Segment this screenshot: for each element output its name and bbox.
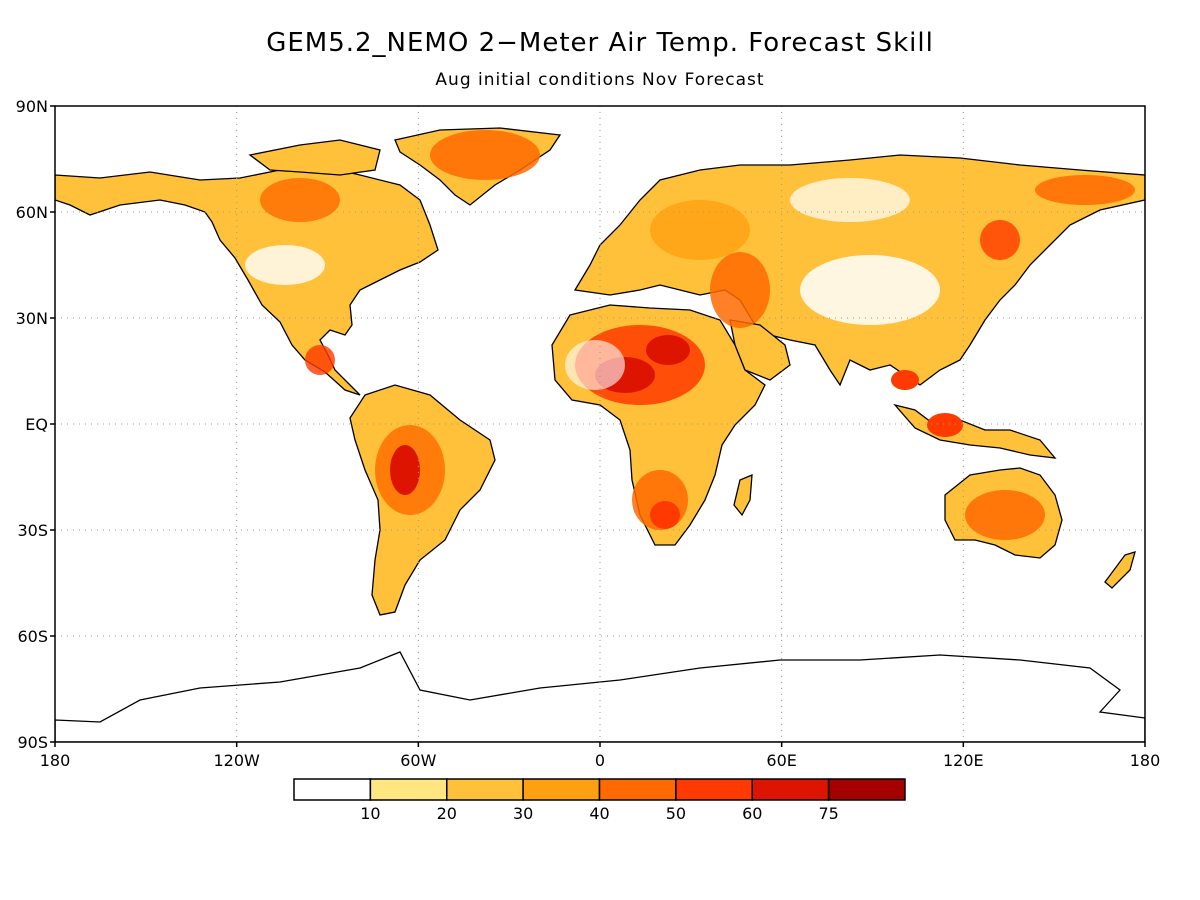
colorbar-swatch — [446, 778, 524, 801]
longitude-axis: 180 120W 60W 0 60E 120E 180 — [40, 742, 1161, 770]
colorbar-swatch — [369, 778, 448, 801]
lat-tick-label: EQ — [25, 415, 48, 434]
lat-tick-label: 90N — [16, 97, 48, 116]
lon-tick-label: 60W — [400, 751, 436, 770]
lon-tick-label: 60E — [766, 751, 796, 770]
continent-north-america — [55, 167, 439, 396]
lon-tick-label: 180 — [40, 751, 71, 770]
colorbar-swatch — [751, 778, 830, 801]
colorbar-label: 30 — [513, 804, 533, 823]
se-asia-islands — [893, 403, 1057, 459]
arabian-peninsula — [729, 319, 791, 381]
skill-field — [55, 127, 1145, 742]
lon-tick-label: 120W — [213, 751, 260, 770]
chart-title: GEM5.2_NEMO 2−Meter Air Temp. Forecast S… — [266, 28, 934, 58]
arctic-islands — [248, 139, 381, 176]
map-grid — [55, 106, 1145, 742]
lat-tick-label: 60N — [16, 203, 48, 222]
colorbar: 10 20 30 40 50 60 75 — [293, 778, 906, 823]
antarctica — [55, 651, 1145, 742]
lat-tick-label: 30N — [16, 309, 48, 328]
lat-tick-label: 30S — [17, 521, 48, 540]
colorbar-label: 20 — [437, 804, 457, 823]
lon-tick-label: 120E — [943, 751, 984, 770]
lat-tick-label: 90S — [17, 733, 48, 752]
latitude-axis: 90N 60N 30N EQ 30S 60S 90S — [16, 97, 55, 752]
new-zealand — [1104, 551, 1136, 589]
colorbar-swatch — [827, 778, 906, 801]
colorbar-swatch — [293, 778, 372, 801]
colorbar-swatch — [522, 778, 601, 801]
colorbar-label: 40 — [589, 804, 609, 823]
lon-tick-label: 180 — [1130, 751, 1161, 770]
colorbar-swatch — [675, 778, 753, 801]
colorbar-label: 10 — [360, 804, 380, 823]
colorbar-label: 60 — [742, 804, 762, 823]
chart-subtitle: Aug initial conditions Nov Forecast — [435, 70, 765, 90]
skill-shading — [245, 130, 1135, 540]
lat-tick-label: 60S — [17, 627, 48, 646]
colorbar-label: 75 — [818, 804, 838, 823]
colorbar-swatch — [598, 778, 677, 801]
madagascar — [733, 473, 753, 517]
lon-tick-label: 0 — [595, 751, 605, 770]
colorbar-label: 50 — [666, 804, 686, 823]
